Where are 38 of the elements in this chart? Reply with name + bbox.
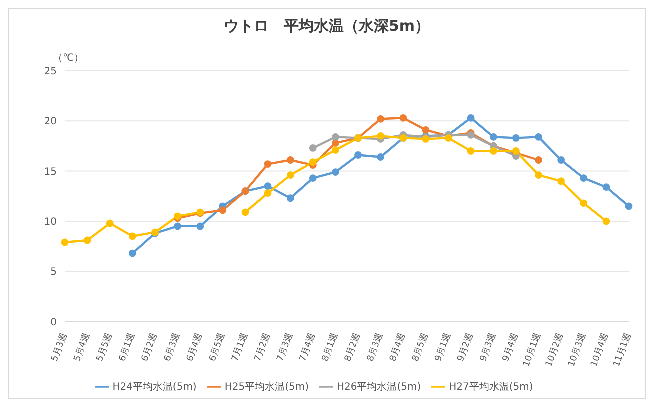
x-tick-label: 8月4週: [388, 332, 408, 364]
legend-label: H26平均水温(5m): [337, 382, 422, 393]
x-tick-label: 9月2週: [455, 332, 476, 364]
y-tick-label: 10: [44, 216, 57, 228]
x-tick-label: 8月5週: [410, 332, 431, 364]
x-tick-label: 9月3週: [478, 332, 498, 364]
y-tick-label: 20: [44, 116, 57, 128]
legend-label: H25平均水温(5m): [224, 382, 309, 393]
chart-title: ウトロ 平均水温（水深5m）: [222, 17, 432, 36]
x-tick-label: 10月4週: [588, 332, 612, 369]
x-tick-label: 11月1週: [611, 332, 634, 369]
x-tick-label: 5月4週: [72, 332, 92, 364]
x-tick-label: 6月1週: [116, 332, 138, 364]
x-tick-label: 9月1週: [432, 332, 454, 364]
legend-label: H27平均水温(5m): [449, 382, 534, 393]
x-tick-label: 10月2週: [544, 332, 566, 369]
x-tick-label: 6月2週: [140, 332, 160, 364]
x-tick-label: 7月1週: [230, 332, 250, 364]
y-tick-label: 5: [50, 267, 57, 278]
x-tick-label: 5月5週: [94, 332, 115, 364]
x-tick-label: 8月2週: [342, 332, 363, 364]
x-tick-label: 6月4週: [184, 332, 206, 364]
x-tick-label: 7月3週: [274, 332, 296, 364]
y-tick-label: 0: [50, 317, 57, 328]
x-tick-label: 6月5週: [207, 332, 228, 364]
x-tick-label: 9月4週: [500, 332, 521, 364]
y-tick-label: 15: [44, 166, 57, 178]
y-axis-title: （℃）: [53, 52, 84, 65]
x-tick-label: 7月2週: [252, 332, 273, 364]
x-tick-label: 7月4週: [297, 332, 318, 364]
x-tick-label: 5月3週: [49, 332, 70, 364]
x-tick-label: 6月3週: [162, 332, 182, 364]
legend-label: H24平均水温(5m): [112, 382, 197, 393]
y-tick-label: 25: [44, 66, 57, 78]
x-tick-label: 8月3週: [365, 332, 386, 364]
x-tick-label: 10月3週: [566, 332, 589, 369]
x-tick-label: 10月1週: [521, 332, 544, 369]
x-tick-label: 8月1週: [320, 332, 340, 364]
